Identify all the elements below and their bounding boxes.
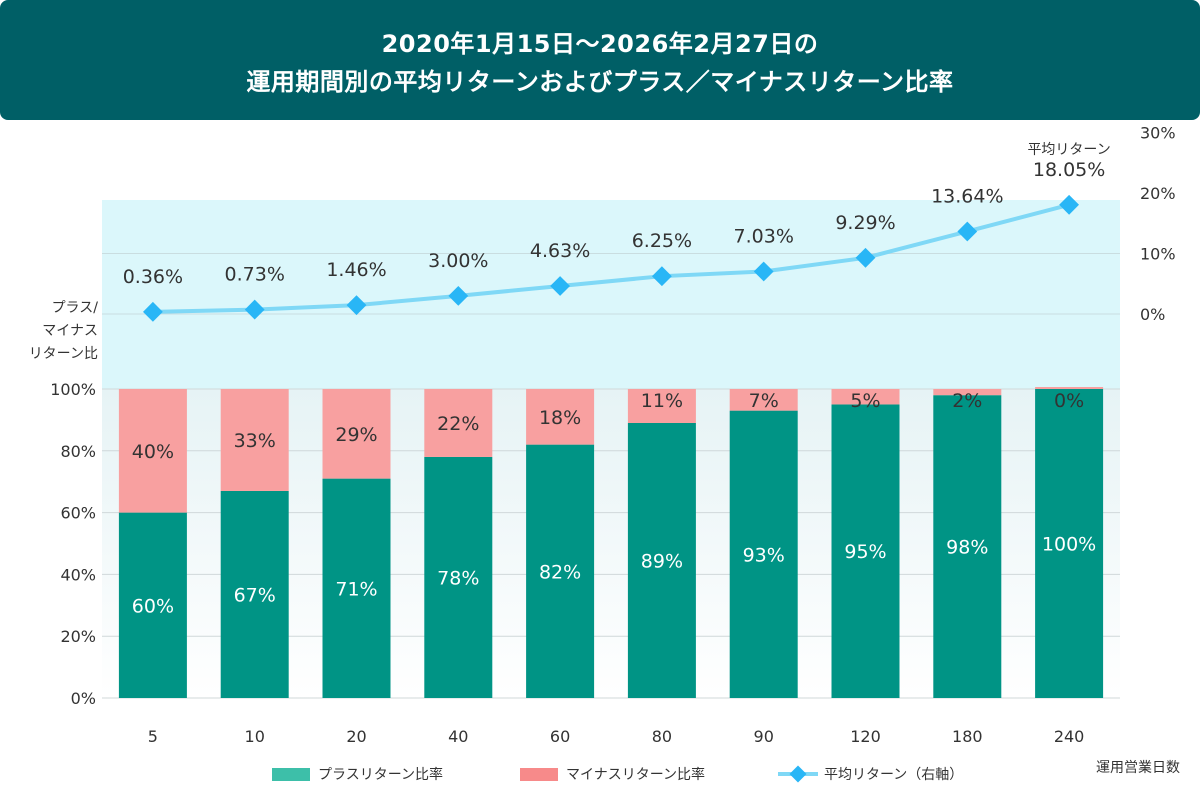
right-axis-tick: 10% <box>1140 245 1176 264</box>
legend-swatch-marker <box>789 765 807 783</box>
bar-positive <box>627 422 696 698</box>
bar-positive-label: 98% <box>946 537 988 559</box>
bar-negative-label: 0% <box>1054 390 1084 412</box>
avg-return-label: 4.63% <box>530 240 590 262</box>
right-axis-tick: 20% <box>1140 184 1176 203</box>
bar-negative-label: 22% <box>437 413 479 435</box>
x-axis-tick: 10 <box>245 727 265 746</box>
chart: 0%20%40%60%80%100%0%10%20%30%プラス/マイナスリター… <box>29 124 1180 784</box>
left-axis-label: プラス/ <box>52 300 99 316</box>
bar-positive <box>220 490 289 698</box>
bar-positive-label: 67% <box>234 584 276 606</box>
bar-negative <box>831 389 900 405</box>
bar-negative <box>1035 387 1104 389</box>
bar-positive <box>526 444 595 698</box>
avg-return-label: 6.25% <box>632 230 692 252</box>
left-axis-tick: 40% <box>60 565 96 584</box>
chart-title-line2: 運用期間別の平均リターンおよびプラス／マイナスリターン比率 <box>246 68 954 96</box>
title-banner: 2020年1月15日～2026年2月27日の 運用期間別の平均リターンおよびプラ… <box>0 0 1200 120</box>
avg-return-header: 平均リターン <box>1027 142 1110 158</box>
legend-label: 平均リターン（右軸） <box>824 767 963 783</box>
bar-negative <box>220 389 289 491</box>
left-axis-tick: 100% <box>50 380 96 399</box>
bar-positive-label: 60% <box>132 595 174 617</box>
bar-positive <box>322 478 391 698</box>
bar-positive <box>118 512 187 698</box>
avg-return-marker <box>244 299 265 320</box>
legend-swatch-positive <box>272 768 310 781</box>
bar-negative-label: 33% <box>234 430 276 452</box>
bar-positive-label: 89% <box>641 550 683 572</box>
x-axis-tick: 120 <box>850 727 881 746</box>
bar-negative-label: 18% <box>539 407 581 429</box>
bar-negative <box>933 389 1002 396</box>
bar-negative-label: 2% <box>952 390 982 412</box>
x-axis-tick: 180 <box>952 727 983 746</box>
bar-negative <box>627 389 696 423</box>
bar-negative-label: 11% <box>641 390 683 412</box>
x-axis-tick: 240 <box>1054 727 1085 746</box>
avg-return-label: 13.64% <box>931 185 1003 207</box>
avg-return-label: 1.46% <box>326 259 386 281</box>
bar-positive <box>933 395 1002 698</box>
avg-return-label: 0.73% <box>225 264 285 286</box>
x-axis-tick: 20 <box>346 727 366 746</box>
bar-negative <box>729 389 798 411</box>
avg-return-marker <box>346 295 367 316</box>
bar-positive <box>831 404 900 698</box>
bar-negative-label: 40% <box>132 441 174 463</box>
bar-negative-label: 29% <box>335 424 377 446</box>
bar-positive-label: 78% <box>437 567 479 589</box>
bar-positive <box>1035 389 1104 698</box>
avg-return-label: 3.00% <box>428 250 488 272</box>
avg-return-label: 9.29% <box>835 212 895 234</box>
bar-negative-label: 5% <box>850 390 880 412</box>
bar-positive-label: 93% <box>743 544 785 566</box>
avg-return-label: 0.36% <box>123 266 183 288</box>
x-axis-tick: 40 <box>448 727 468 746</box>
avg-return-marker <box>448 285 469 306</box>
legend-label: プラスリターン比率 <box>318 766 443 783</box>
avg-return-marker <box>550 276 570 296</box>
x-axis-tick: 5 <box>148 727 158 746</box>
bar-negative <box>424 389 493 457</box>
avg-return-marker <box>652 266 672 287</box>
bar-positive <box>729 410 798 698</box>
avg-return-marker <box>753 261 774 282</box>
left-axis-label: リターン比 <box>29 346 98 362</box>
left-axis-tick: 20% <box>60 627 96 646</box>
bar-positive-label: 71% <box>335 578 377 600</box>
x-axis-tick: 80 <box>652 727 672 746</box>
avg-return-label: 7.03% <box>734 225 794 247</box>
legend-swatch-negative <box>520 768 558 781</box>
left-axis-tick: 0% <box>71 689 96 708</box>
x-axis-tick: 90 <box>754 727 774 746</box>
bar-positive-label: 82% <box>539 561 581 583</box>
avg-return-marker <box>143 301 163 322</box>
right-axis-tick: 30% <box>1140 124 1176 143</box>
bar-positive <box>424 456 493 698</box>
right-axis-tick: 0% <box>1140 305 1165 324</box>
left-axis-tick: 80% <box>60 442 96 461</box>
avg-return-label: 18.05% <box>1033 159 1105 181</box>
legend-label: マイナスリターン比率 <box>566 766 705 783</box>
bar-negative-label: 7% <box>749 390 779 412</box>
bar-positive-label: 100% <box>1042 534 1096 556</box>
left-axis-label: マイナス <box>42 323 98 339</box>
avg-return-marker <box>1059 194 1079 215</box>
left-axis-tick: 60% <box>60 504 96 523</box>
bar-negative <box>118 389 187 513</box>
x-axis-tick: 60 <box>550 727 570 746</box>
avg-return-line <box>152 202 1070 314</box>
upper-plot-background <box>102 200 1120 389</box>
bar-negative <box>322 389 391 479</box>
x-axis-title: 運用営業日数 <box>1096 760 1180 776</box>
chart-title-line1: 2020年1月15日～2026年2月27日の <box>381 30 819 58</box>
bar-positive-label: 95% <box>844 541 886 563</box>
bar-negative <box>526 389 595 445</box>
